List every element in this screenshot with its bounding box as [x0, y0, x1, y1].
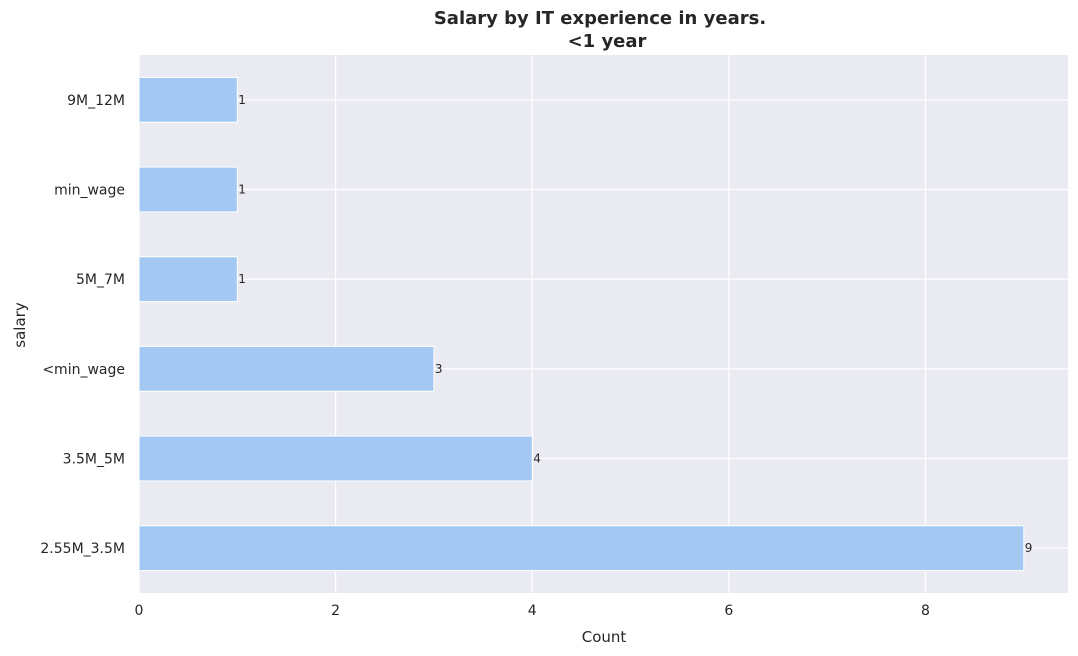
data-labels: 9 4 3 1 1 1: [238, 93, 1032, 555]
bar: [138, 166, 238, 213]
data-label: 9: [1025, 541, 1033, 555]
bar: [138, 345, 435, 392]
x-tick-labels: 0 2 4 6 8: [135, 603, 930, 619]
x-tick-label: 8: [921, 603, 930, 619]
x-tick-label: 2: [331, 603, 340, 619]
y-tick-label: 2.55M_3.5M: [40, 541, 125, 557]
bar: [138, 525, 1025, 572]
data-label: 1: [238, 272, 246, 286]
data-label: 1: [238, 93, 246, 107]
bar: [138, 435, 533, 482]
y-tick-label: <min_wage: [42, 362, 125, 378]
x-axis-label: Count: [582, 628, 627, 646]
bars: [138, 76, 1025, 572]
y-tick-label: 3.5M_5M: [63, 452, 125, 468]
y-tick-label: min_wage: [54, 183, 125, 199]
y-tick-label: 5M_7M: [76, 272, 125, 288]
bar: [138, 256, 238, 303]
data-label: 4: [533, 452, 541, 466]
y-tick-label: 9M_12M: [67, 93, 125, 109]
y-axis-label: salary: [11, 302, 29, 348]
x-tick-label: 0: [135, 603, 144, 619]
chart-title: Salary by IT experience in years.: [434, 8, 766, 29]
x-tick-label: 4: [528, 603, 537, 619]
bar: [138, 76, 238, 123]
x-tick-label: 6: [724, 603, 733, 619]
data-label: 1: [238, 183, 246, 197]
chart-subtitle: <1 year: [568, 31, 647, 52]
y-tick-labels: 2.55M_3.5M 3.5M_5M <min_wage 5M_7M min_wage 9…: [40, 93, 125, 557]
plot-area: [139, 55, 1068, 593]
data-label: 3: [435, 362, 443, 376]
